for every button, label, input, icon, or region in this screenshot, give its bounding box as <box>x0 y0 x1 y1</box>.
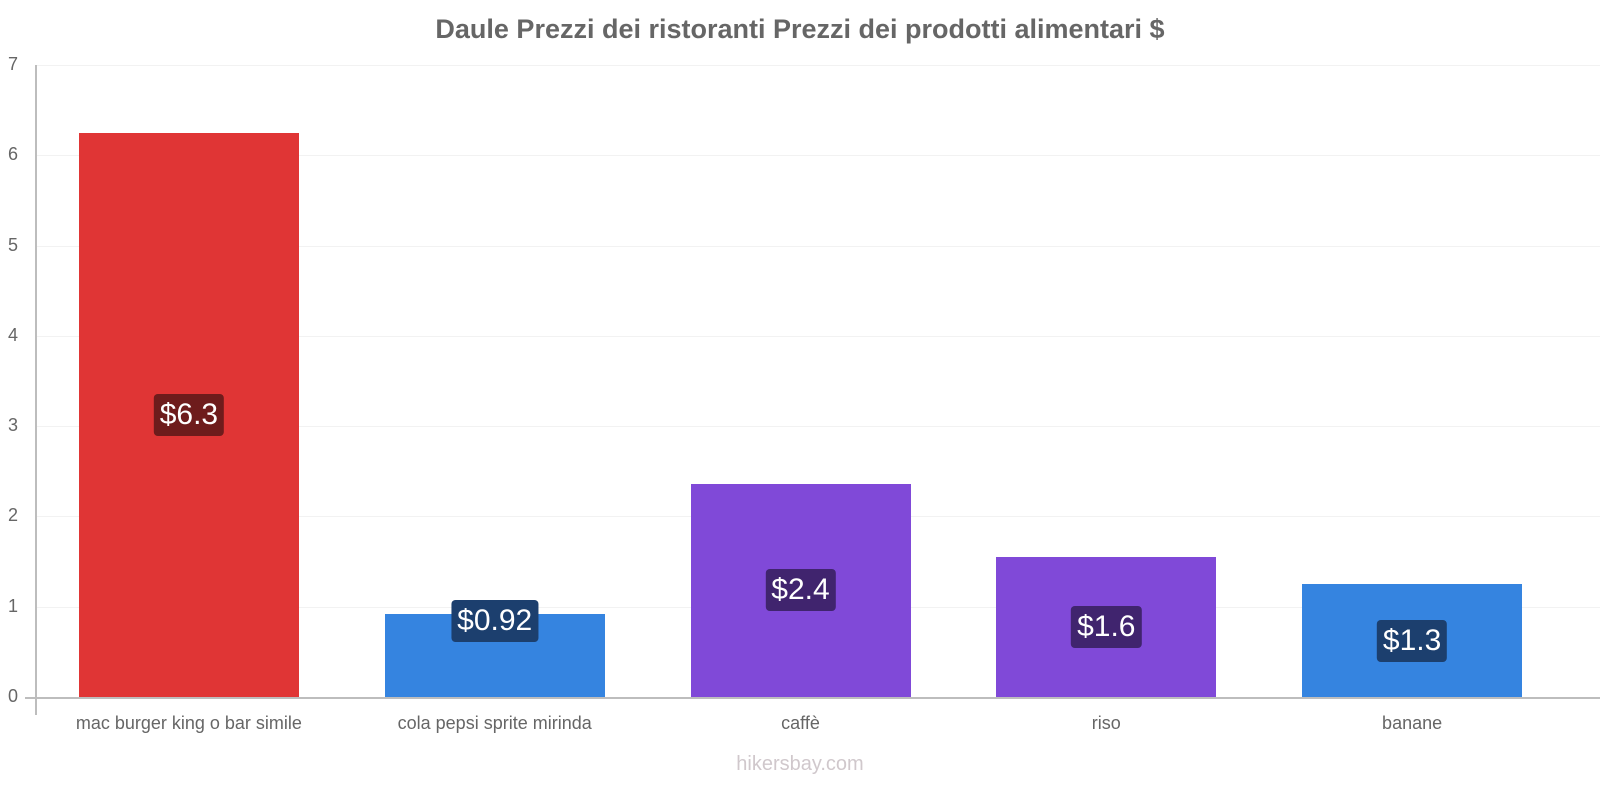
gridline <box>36 245 1600 247</box>
x-category-label: caffè <box>781 713 820 733</box>
gridline <box>36 65 1600 66</box>
x-axis-line <box>25 697 1600 699</box>
y-tick-label: 0 <box>8 686 19 706</box>
gridline <box>36 426 1600 428</box>
bar-value-label: $6.3 <box>153 393 225 436</box>
watermark: hikersbay.com <box>736 753 864 775</box>
y-tick-label: 5 <box>8 234 19 255</box>
y-axis-line <box>35 65 37 715</box>
x-category-label: riso <box>1091 713 1121 733</box>
bar-value-label: $2.4 <box>765 569 836 612</box>
x-category-label: banane <box>1382 713 1443 733</box>
y-tick-label: 1 <box>8 595 19 616</box>
bar-value-label: $0.92 <box>451 599 539 642</box>
x-category-label: cola pepsi sprite mirinda <box>397 713 592 733</box>
bar-value-label: $1.6 <box>1071 606 1142 649</box>
y-tick-label: 6 <box>8 144 19 165</box>
bar-value-label: $1.3 <box>1376 619 1448 662</box>
y-tick-label: 7 <box>8 54 19 74</box>
y-tick-label: 3 <box>8 415 19 436</box>
y-tick-label: 4 <box>8 324 19 345</box>
gridline <box>36 335 1600 337</box>
gridline <box>36 155 1600 157</box>
chart-title: Daule Prezzi dei ristoranti Prezzi dei p… <box>435 14 1165 44</box>
y-tick-label: 2 <box>8 505 19 526</box>
x-category-label: mac burger king o bar simile <box>75 713 302 733</box>
